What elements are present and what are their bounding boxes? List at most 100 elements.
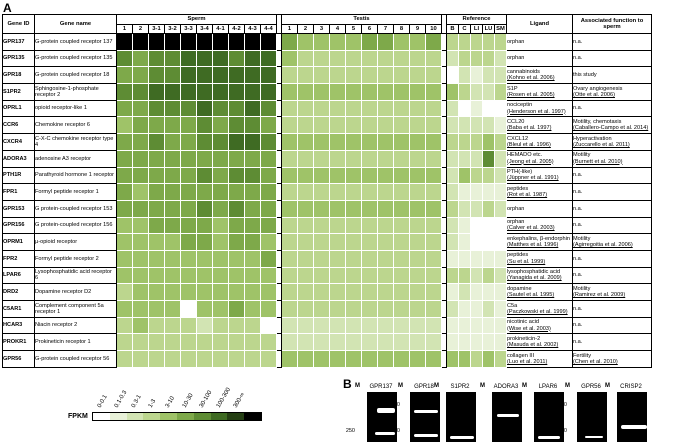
sperm-heat-cell (260, 133, 277, 151)
ligand-name: CCL20 (507, 118, 525, 125)
sperm-heat-cell (132, 300, 149, 318)
sperm-heat-cell (260, 83, 277, 101)
gene-name: Niacin receptor 2 (34, 316, 117, 335)
reference-heat-cell (446, 49, 459, 68)
sperm-heat-cell (132, 283, 149, 301)
testis-heat-cell (297, 216, 314, 235)
testis-heat-cell (425, 149, 442, 168)
function-cell: n.a. (572, 333, 652, 352)
testis-heat-cell (425, 99, 442, 118)
sperm-heat-cell (228, 133, 245, 151)
sperm-heat-cell (132, 49, 149, 68)
reference-heat-cell (458, 166, 471, 185)
testis-heat-cell (313, 66, 330, 85)
sperm-heat-cell (132, 133, 149, 151)
reference-heat-cell (470, 83, 483, 101)
testis-heat-cell (393, 266, 410, 285)
testis-heat-cell (281, 66, 298, 85)
reference-heat-cell (494, 199, 507, 218)
sperm-heat-cell (212, 316, 229, 335)
testis-heat-cell (313, 183, 330, 201)
sperm-heat-cell (228, 166, 245, 185)
reference-heat-cell (446, 266, 459, 285)
reference-heat-cell (482, 83, 495, 101)
table-row: HCAR3 Niacin receptor 2 nicotinic acid (Wis… (2, 316, 652, 335)
gene-id: HCAR3 (2, 316, 35, 335)
testis-heat-cell (409, 49, 426, 68)
ligand-citation: (Wise et al. 2003) (507, 325, 551, 332)
testis-heat-cell (425, 183, 442, 201)
sperm-heat-cell (212, 233, 229, 251)
testis-heat-cell (409, 300, 426, 318)
testis-heat-cell (409, 149, 426, 168)
reference-heat-cell (470, 216, 483, 235)
testis-heat-cell (393, 249, 410, 268)
testis-heat-cell (409, 249, 426, 268)
testis-heat-cell (345, 99, 362, 118)
expression-table: Gene ID Gene name Sperm Testis Reference… (2, 14, 652, 368)
reference-heat-cell (458, 316, 471, 335)
function-text: n.a. (573, 38, 583, 45)
gene-name: G protein-coupled receptor 156 (34, 216, 117, 235)
sperm-heat-cell (244, 149, 261, 168)
reference-heat-cell (470, 249, 483, 268)
testis-heat-cell (377, 83, 394, 101)
reference-heat-cell (458, 149, 471, 168)
gene-name: Dopamine receptor D2 (34, 283, 117, 301)
ligand-cell: orphan (506, 33, 573, 51)
testis-heat-cell (409, 350, 426, 368)
sperm-heat-cell (196, 266, 213, 285)
reference-heat-cell (494, 66, 507, 85)
sperm-heat-cell (180, 83, 197, 101)
ligand-citation: (Su et al. 1999) (507, 258, 546, 265)
testis-heat-cell (329, 83, 346, 101)
sperm-heat-cell (132, 149, 149, 168)
gene-name: Sphingosine-1-phosphate receptor 2 (34, 83, 117, 101)
testis-heat-cell (345, 133, 362, 151)
gene-name: Complement component 5a receptor 1 (34, 300, 117, 318)
reference-heat-cell (458, 49, 471, 68)
sperm-heat-cell (180, 33, 197, 51)
function-text: Motility (573, 235, 591, 242)
gel-marker-label: M (355, 383, 360, 389)
testis-heat-cell (297, 199, 314, 218)
testis-heat-cell (425, 333, 442, 352)
ligand-citation: (Masuda et al. 2002) (507, 342, 559, 349)
reference-heat-cell (458, 99, 471, 118)
sperm-heat-cell (116, 83, 133, 101)
reference-heat-cell (494, 350, 507, 368)
sperm-heat-cell (244, 199, 261, 218)
testis-heat-cell (281, 49, 298, 68)
reference-heat-cell (470, 233, 483, 251)
reference-heat-cell (458, 83, 471, 101)
testis-heat-cell (409, 216, 426, 235)
testis-heat-cell (377, 300, 394, 318)
function-text: Motility, chemotaxis (573, 118, 622, 125)
ligand-name: CXCL12 (507, 135, 529, 142)
table-row: OPRM1 µ-opioid receptor enkephalins, β-end… (2, 233, 652, 251)
gel-band (538, 436, 560, 439)
gel-band (414, 434, 438, 437)
ligand-name: enkephalins, β-endorphin (507, 235, 570, 242)
gel-lane-image (492, 392, 522, 442)
testis-heat-cell (329, 333, 346, 352)
function-citation: (Chen et al. 2010) (573, 358, 618, 365)
testis-heat-cell (377, 316, 394, 335)
gel-size-500: 500 (426, 402, 436, 408)
table-row: LPAR6 Lysophosphatidic acid receptor 6 lys… (2, 266, 652, 285)
testis-heat-cell (393, 316, 410, 335)
gel-band (585, 436, 603, 438)
sperm-heat-cell (212, 133, 229, 151)
gel-band (377, 408, 395, 413)
sperm-heat-cell (228, 199, 245, 218)
reference-heat-cell (482, 133, 495, 151)
testis-heat-cell (345, 300, 362, 318)
sperm-heat-cell (148, 316, 165, 335)
sperm-heat-cell (116, 283, 133, 301)
testis-heat-cell (409, 33, 426, 51)
sperm-heat-cell (148, 33, 165, 51)
reference-heat-cell (494, 83, 507, 101)
gene-name: Chemokine receptor 6 (34, 116, 117, 135)
ligand-cell: prokineticin-2 (Masuda et al. 2002) (506, 333, 573, 352)
reference-heat-cell (494, 266, 507, 285)
